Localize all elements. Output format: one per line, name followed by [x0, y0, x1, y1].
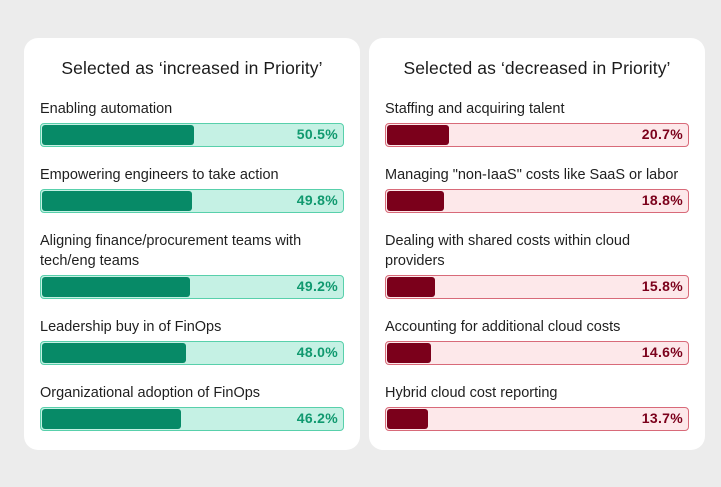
category-label: Organizational adoption of FinOps: [40, 385, 261, 401]
value-label: 49.2%: [296, 278, 338, 294]
bar-track: 14.6%: [385, 341, 689, 365]
bar-fill: [42, 191, 192, 211]
bar-fill: [387, 191, 444, 211]
value-label: 13.7%: [641, 410, 683, 426]
category-label: Leadership buy in of FinOps: [40, 319, 222, 335]
bar-row: Dealing with shared costs within cloud p…: [385, 231, 689, 317]
category-label: Managing "non-IaaS" costs like SaaS or l…: [385, 167, 679, 183]
bar-fill: [42, 343, 186, 363]
bar-track: 46.2%: [40, 407, 344, 431]
category-label: Empowering engineers to take action: [40, 167, 279, 183]
category-label: Accounting for additional cloud costs: [385, 319, 621, 335]
bar-track: 15.8%: [385, 275, 689, 299]
value-label: 18.8%: [641, 192, 683, 208]
bar-fill: [387, 343, 431, 363]
bar-fill: [42, 125, 194, 145]
bar-row: Organizational adoption of FinOps 46.2%: [40, 383, 344, 449]
bar-track: 20.7%: [385, 123, 689, 147]
bar-row: Aligning finance/procurement teams with …: [40, 231, 344, 317]
value-label: 46.2%: [296, 410, 338, 426]
bar-track: 48.0%: [40, 341, 344, 365]
bar-list: Enabling automation 50.5% Empowering engin…: [40, 99, 344, 449]
chart-title: Selected as ‘decreased in Priority’: [403, 58, 671, 78]
category-label: Enabling automation: [40, 101, 173, 117]
bar-row: Accounting for additional cloud costs 14.…: [385, 317, 689, 383]
bar-track: 13.7%: [385, 407, 689, 431]
decreased-priority-panel: Selected as ‘decreased in Priority’ Staf…: [369, 38, 705, 450]
bar-row: Staffing and acquiring talent 20.7%: [385, 99, 689, 165]
category-label: Staffing and acquiring talent: [385, 101, 565, 117]
bar-fill: [387, 277, 435, 297]
bar-fill: [387, 409, 428, 429]
bar-track: 49.2%: [40, 275, 344, 299]
bar-fill: [42, 277, 190, 297]
value-label: 15.8%: [641, 278, 683, 294]
category-label: Aligning finance/procurement teams with …: [40, 233, 302, 269]
bar-fill: [387, 125, 449, 145]
bar-track: 18.8%: [385, 189, 689, 213]
bar-fill: [42, 409, 181, 429]
category-label: Dealing with shared costs within cloud p…: [385, 233, 631, 269]
bar-track: 50.5%: [40, 123, 344, 147]
value-label: 50.5%: [296, 126, 338, 142]
bar-row: Managing "non-IaaS" costs like SaaS or l…: [385, 165, 689, 231]
bar-row: Empowering engineers to take action 49.8%: [40, 165, 344, 231]
category-label: Hybrid cloud cost reporting: [385, 385, 558, 401]
bar-track: 49.8%: [40, 189, 344, 213]
bar-row: Leadership buy in of FinOps 48.0%: [40, 317, 344, 383]
value-label: 48.0%: [296, 344, 338, 360]
bar-row: Enabling automation 50.5%: [40, 99, 344, 165]
value-label: 20.7%: [641, 126, 683, 142]
value-label: 49.8%: [296, 192, 338, 208]
value-label: 14.6%: [641, 344, 683, 360]
chart-title: Selected as ‘increased in Priority’: [61, 58, 323, 78]
bar-row: Hybrid cloud cost reporting 13.7%: [385, 383, 689, 449]
increased-priority-panel: Selected as ‘increased in Priority’ Enab…: [24, 38, 360, 450]
bar-list: Staffing and acquiring talent 20.7% Managi…: [385, 99, 689, 449]
